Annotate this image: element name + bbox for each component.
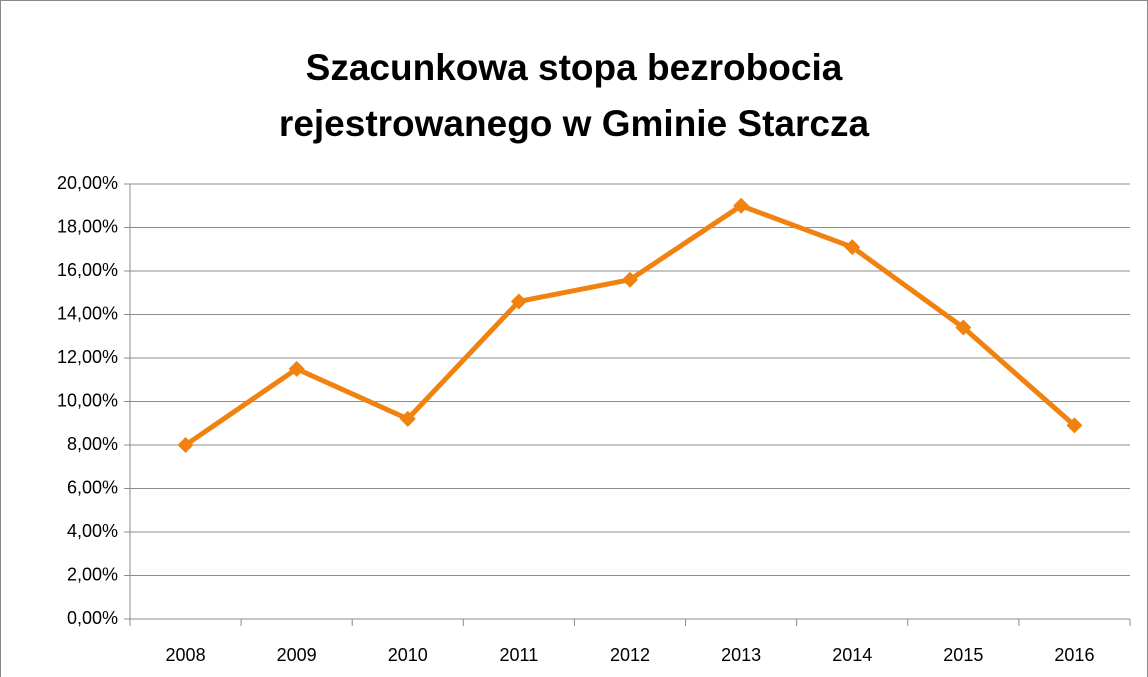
x-tick-label: 2009 (277, 645, 317, 665)
marker (399, 410, 416, 427)
marker (733, 197, 750, 214)
y-tick-label: 12,00% (57, 347, 118, 367)
marker (288, 360, 305, 377)
marker (622, 271, 638, 288)
y-tick-label: 16,00% (57, 260, 118, 280)
x-tick-label: 2008 (166, 645, 206, 665)
x-tick-label: 2011 (500, 645, 539, 665)
x-tick-label: 2014 (832, 645, 872, 665)
y-tick-label: 20,00% (57, 173, 118, 193)
y-tick-label: 18,00% (57, 216, 118, 236)
marker (510, 293, 527, 310)
y-tick-label: 14,00% (57, 303, 118, 323)
chart-title: Szacunkowa stopa bezrobocia rejestrowane… (278, 47, 870, 144)
y-tick-label: 6,00% (67, 477, 118, 497)
x-tick-label: 2016 (1054, 645, 1094, 665)
y-tick-label: 4,00% (67, 521, 118, 541)
marker (1066, 417, 1083, 434)
x-tick-label: 2015 (943, 645, 983, 665)
marker (955, 319, 972, 336)
x-tick-label: 2012 (610, 645, 650, 665)
x-tick-label: 2013 (721, 645, 761, 665)
y-tick-label: 10,00% (57, 390, 118, 410)
y-tick-label: 0,00% (67, 608, 118, 628)
marker (177, 437, 194, 453)
x-tick-label: 2010 (388, 645, 428, 665)
marker (844, 239, 861, 256)
y-tick-label: 2,00% (67, 564, 118, 584)
y-tick-label: 8,00% (67, 434, 118, 454)
